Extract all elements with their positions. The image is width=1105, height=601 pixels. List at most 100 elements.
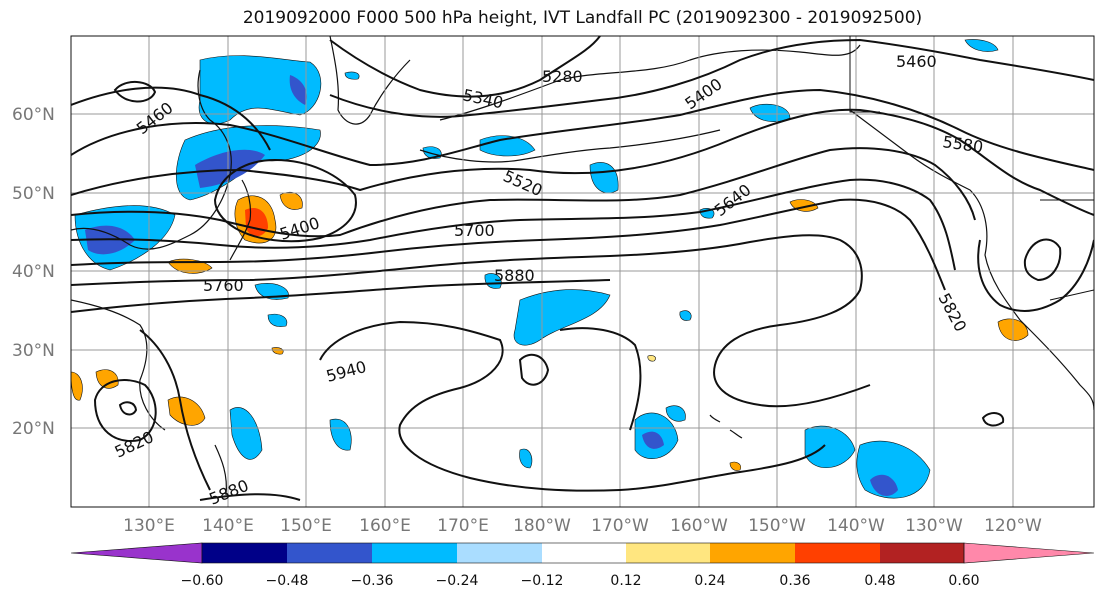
colorbar-segment	[457, 543, 542, 563]
colorbar-segment	[963, 542, 1095, 564]
contour-line	[71, 234, 871, 408]
colorbar-segment	[795, 543, 880, 563]
contour-line	[71, 147, 976, 238]
lon-label: 140°E	[202, 516, 254, 536]
colorbar-segment	[880, 543, 964, 563]
ivt-region	[729, 461, 742, 471]
colorbar-tick-label: 0.24	[694, 573, 725, 589]
ivt-region	[484, 273, 502, 289]
contour-line	[71, 86, 271, 151]
coastline-asia	[71, 69, 232, 250]
lat-label: 30°N	[12, 341, 55, 361]
longitude-labels: 130°E 140°E 150°E 160°E 170°E 180°W 170°…	[123, 516, 1042, 536]
ivt-region	[422, 146, 442, 159]
map-title: 2019092000 F000 500 hPa height, IVT Land…	[242, 8, 923, 28]
ivt-region	[679, 310, 692, 321]
ivt-region	[195, 149, 265, 188]
lat-label: 20°N	[12, 419, 55, 439]
contour-line	[71, 178, 956, 271]
colorbar-segment	[70, 542, 203, 564]
colorbar-tick-label: −0.60	[181, 573, 224, 589]
ivt-region	[344, 71, 360, 80]
ivt-region	[513, 289, 611, 346]
colorbar-segment	[710, 543, 795, 563]
ivt-region	[279, 191, 303, 210]
lon-label: 160°E	[359, 516, 411, 536]
ivt-region	[870, 474, 898, 496]
lon-label: 140°W	[827, 516, 885, 536]
lon-label: 170°W	[591, 516, 649, 536]
colorbar-tick-label: −0.12	[521, 573, 564, 589]
ivt-region	[167, 396, 206, 426]
colorbar-segment	[202, 543, 287, 563]
colorbar-ticks: −0.60 −0.48 −0.36 −0.24 −0.12 0.12 0.24 …	[181, 573, 980, 589]
latitude-labels: 60°N 50°N 40°N 30°N 20°N	[12, 105, 55, 439]
contour-label: 5880	[494, 266, 535, 285]
coastline-alaska	[439, 44, 861, 121]
ivt-region	[804, 425, 856, 469]
colorbar-segment	[372, 543, 457, 563]
colorbar-tick-label: 0.48	[864, 573, 895, 589]
contour-line	[139, 329, 211, 491]
colorbar-tick-label: 0.12	[610, 573, 641, 589]
border-us-mexico	[1049, 289, 1094, 301]
ivt-region	[289, 75, 307, 105]
colorbar-frame	[201, 542, 965, 564]
contour-label: 5700	[454, 221, 495, 240]
colorbar-tick-label: −0.24	[436, 573, 479, 589]
contour-line	[71, 88, 1094, 171]
contour-line	[518, 353, 550, 386]
coastline-aleutians	[419, 129, 721, 163]
lon-label: 160°W	[670, 516, 728, 536]
ivt-region	[642, 431, 664, 449]
colorbar-segment	[542, 543, 626, 563]
lat-label: 60°N	[12, 105, 55, 125]
contour-line	[981, 412, 1005, 427]
lon-label: 130°W	[905, 516, 963, 536]
lat-label: 50°N	[12, 184, 55, 204]
contour-label: 5460	[896, 52, 937, 71]
contour-line	[118, 401, 138, 416]
ivt-region	[71, 371, 83, 401]
ivt-region	[647, 355, 656, 362]
ivt-region	[964, 39, 999, 52]
contour-line	[199, 493, 301, 501]
lon-label: 150°W	[748, 516, 806, 536]
ivt-region	[519, 448, 533, 469]
lon-label: 150°E	[280, 516, 332, 536]
colorbar-segment	[626, 543, 710, 563]
lon-label: 170°E	[437, 516, 489, 536]
contour-line	[71, 198, 946, 291]
ivt-negative-regions	[74, 39, 999, 499]
ivt-region	[267, 313, 288, 327]
ivt-region	[229, 407, 263, 460]
map-frame	[70, 35, 1095, 508]
contour-line	[319, 320, 826, 492]
contour-line	[329, 38, 1094, 118]
colorbar-tick-label: −0.48	[266, 573, 309, 589]
lon-label: 120°W	[984, 516, 1042, 536]
ivt-region	[329, 418, 352, 451]
contour-line	[113, 81, 157, 103]
contour-line	[93, 379, 157, 442]
contour-label: 5280	[542, 67, 583, 86]
contour-line	[977, 239, 1094, 312]
colorbar-tick-label: 0.36	[779, 573, 810, 589]
ivt-region	[749, 103, 791, 122]
coastline-philippines	[214, 444, 227, 496]
contour-line	[213, 158, 357, 243]
ivt-region	[271, 347, 284, 355]
coastline-japan	[229, 179, 252, 261]
ivt-region	[95, 369, 119, 389]
lon-label: 130°E	[123, 516, 175, 536]
lon-label: 180°W	[513, 516, 571, 536]
contour-line	[559, 327, 642, 431]
colorbar-tick-label: −0.36	[351, 573, 394, 589]
coastline-kamchatka	[329, 36, 411, 125]
contour-line	[71, 279, 611, 313]
lat-label: 40°N	[12, 262, 55, 282]
gridlines	[71, 36, 1094, 507]
contour-line	[71, 108, 1094, 216]
coastline-hawaii	[709, 414, 743, 439]
